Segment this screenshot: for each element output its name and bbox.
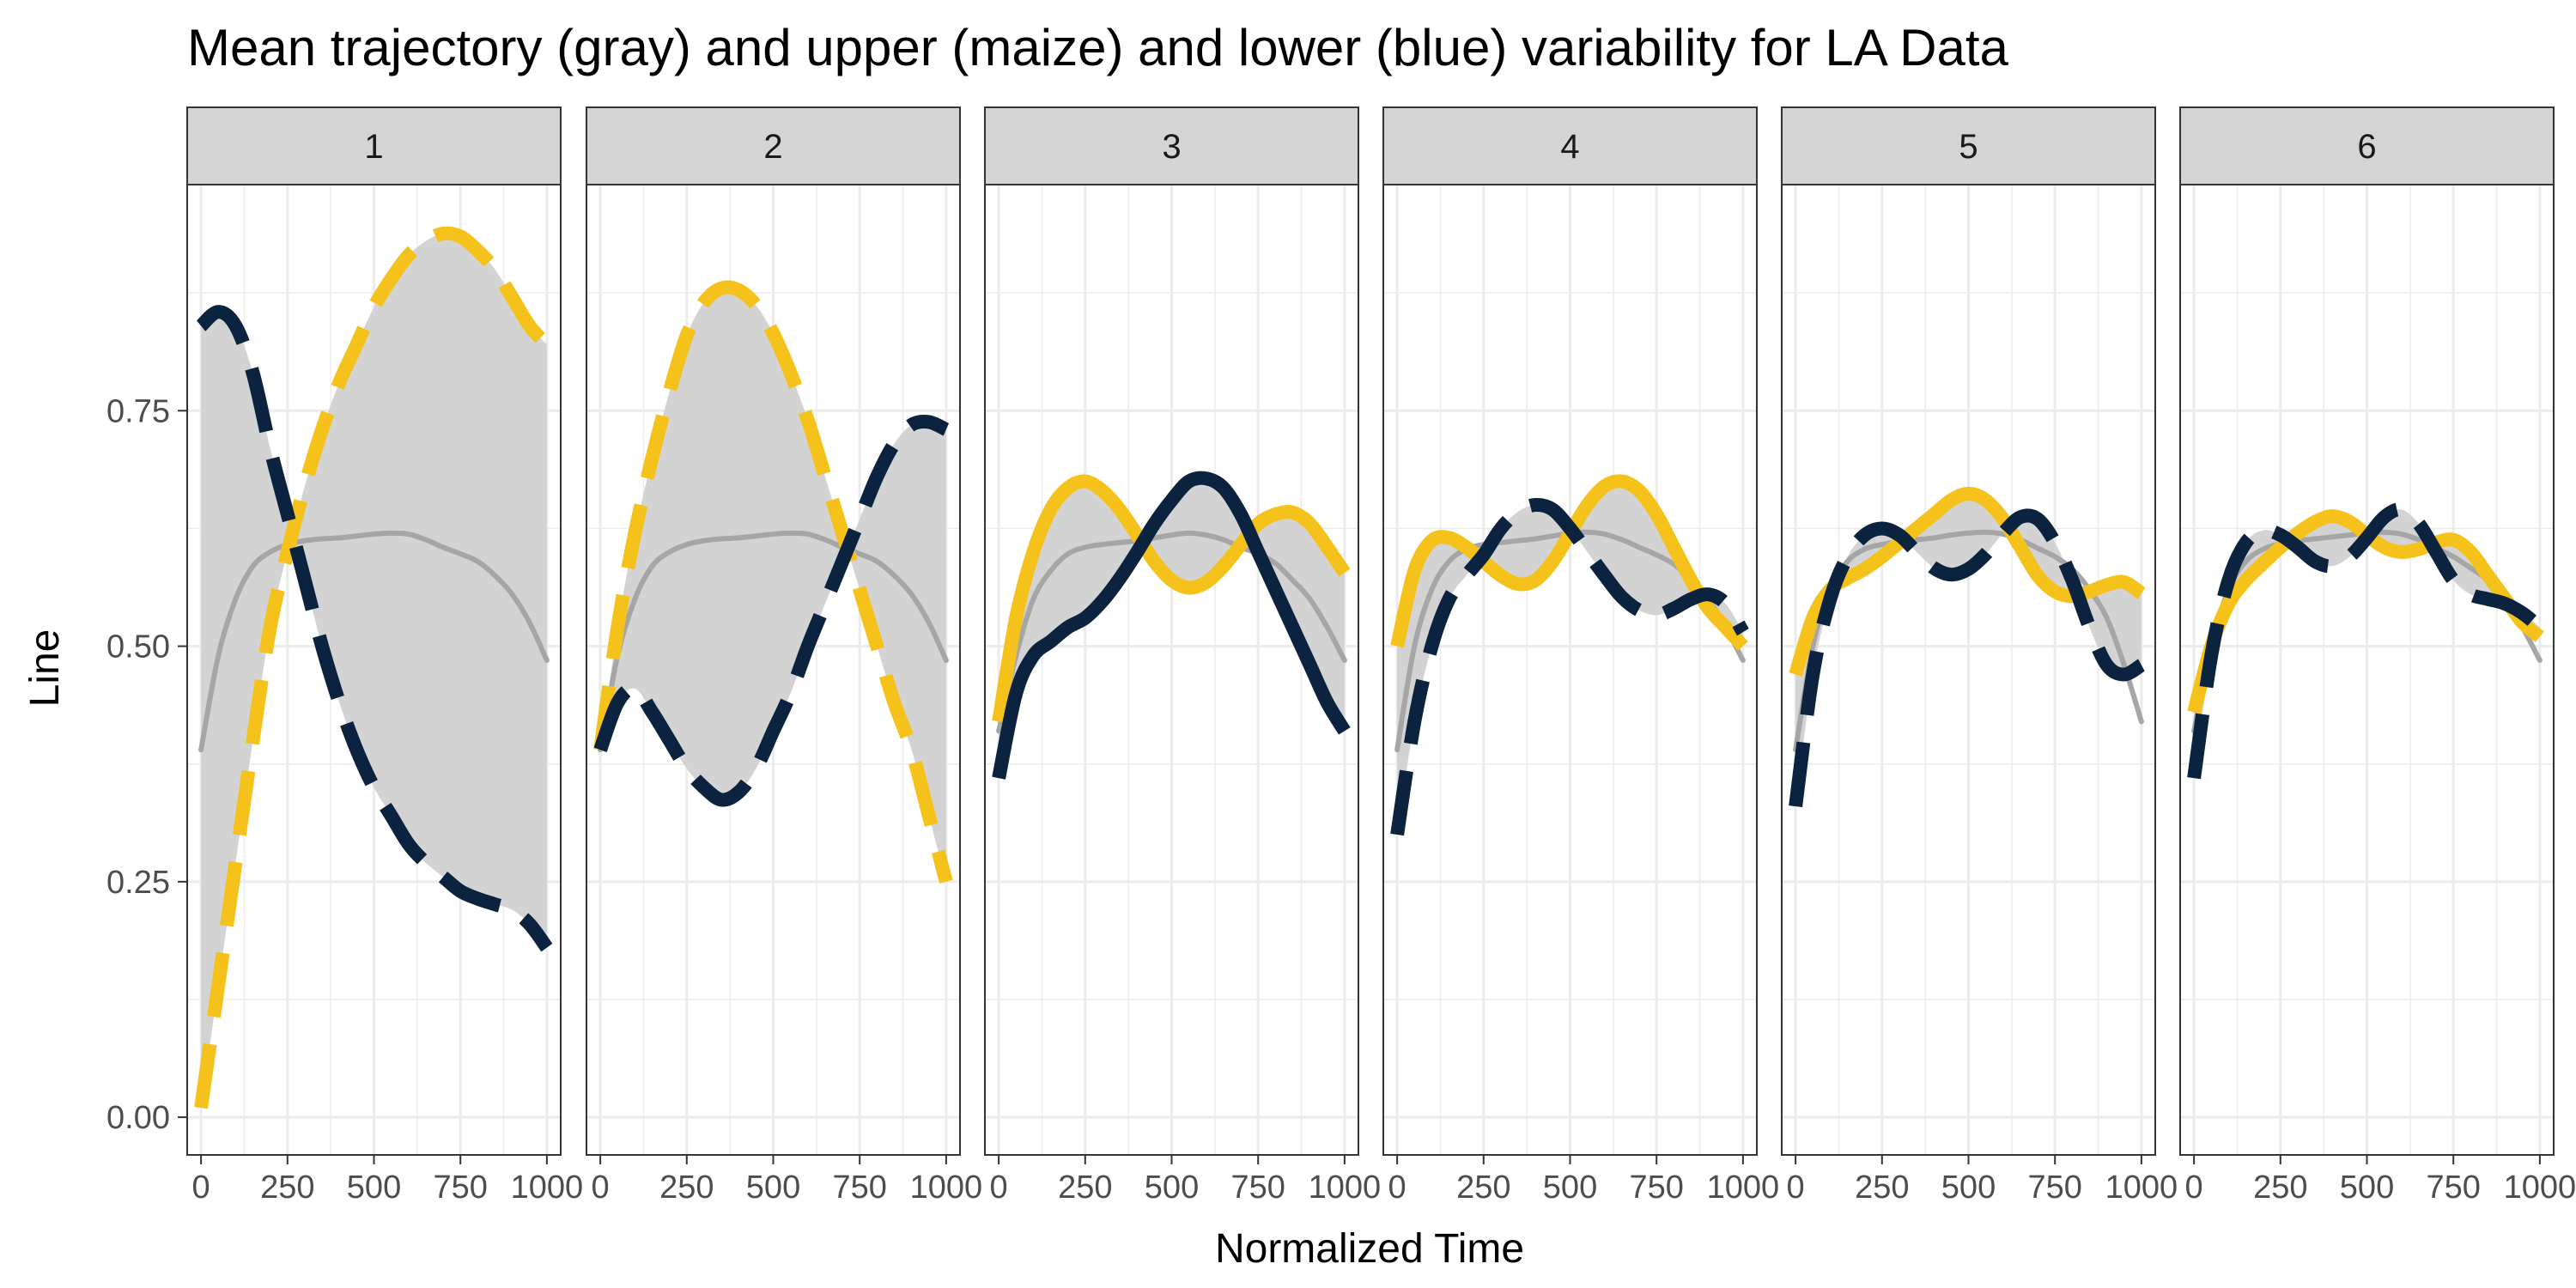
- mean-line: [198, 530, 550, 753]
- y-tick-label: 0.25: [106, 865, 170, 901]
- variability-ribbon: [1397, 481, 1743, 835]
- x-tick-label: 750: [1629, 1170, 1683, 1206]
- facet-strip-label: 2: [763, 128, 782, 166]
- chart-title: Mean trajectory (gray) and upper (maize)…: [187, 19, 2009, 76]
- x-tick-label: 500: [746, 1170, 800, 1206]
- y-axis-title: Line: [22, 629, 68, 708]
- variability-ribbon: [999, 477, 1345, 779]
- facet-panel-2: 2 0 250 500 750 1000: [586, 106, 983, 1206]
- facet-panel-1: 1 0 250 500 750 1000: [186, 106, 584, 1206]
- panel-grid: [2180, 185, 2554, 1155]
- facet-strip: [1781, 106, 2156, 185]
- x-tick-label: 250: [659, 1170, 714, 1206]
- y-tick-label: 0.00: [106, 1100, 170, 1136]
- x-tick-label: 0: [1388, 1170, 1406, 1206]
- x-tick-label: 750: [832, 1170, 886, 1206]
- x-tick-label: 1000: [2504, 1170, 2576, 1206]
- x-tick-label: 1000: [511, 1170, 584, 1206]
- x-tick-label: 750: [1230, 1170, 1285, 1206]
- lower-line: [593, 414, 950, 807]
- x-tick-label: 750: [2027, 1170, 2081, 1206]
- mean-line: [996, 530, 1347, 734]
- facet-panel-5: 5 0 250 500 750 1000: [1781, 106, 2178, 1206]
- x-tick-label: 500: [1543, 1170, 1597, 1206]
- x-tick-label: 500: [347, 1170, 401, 1206]
- x-tick-label: 0: [592, 1170, 610, 1206]
- lower-line: [2187, 502, 2545, 780]
- facet-panel-6: 6 0 250 500 750 1000: [2179, 106, 2576, 1206]
- x-tick-label: 750: [433, 1170, 487, 1206]
- x-axis-ticks: 0 250 500 750 1000: [1787, 1155, 2178, 1206]
- x-tick-label: 500: [2340, 1170, 2394, 1206]
- x-axis-ticks: 0 250 500 750 1000: [592, 1155, 983, 1206]
- facet-strip-label: 4: [1560, 128, 1579, 166]
- x-tick-label: 250: [2253, 1170, 2307, 1206]
- mean-line: [1793, 529, 2144, 753]
- x-axis-ticks: 0 250 500 750 1000: [192, 1155, 584, 1206]
- panel-grid: [1782, 185, 2155, 1155]
- facet-strip: [1382, 106, 1758, 185]
- x-tick-label: 500: [1941, 1170, 1996, 1206]
- panel-data: [2187, 502, 2545, 780]
- panel-data: [194, 226, 553, 1109]
- mean-line: [598, 530, 949, 753]
- x-tick-label: 1000: [1309, 1170, 1382, 1206]
- lower-line: [1789, 508, 2146, 808]
- x-tick-label: 500: [1145, 1170, 1199, 1206]
- upper-line: [593, 280, 953, 884]
- y-tick-label: 0.50: [106, 629, 170, 665]
- lower-line: [992, 471, 1351, 780]
- x-tick-label: 250: [260, 1170, 314, 1206]
- x-axis-ticks: 0 250 500 750 1000: [990, 1155, 1382, 1206]
- x-tick-label: 0: [192, 1170, 210, 1206]
- facet-strip-label: 3: [1162, 128, 1181, 166]
- upper-line: [992, 474, 1351, 723]
- x-tick-label: 0: [990, 1170, 1008, 1206]
- facet-strip: [186, 106, 562, 185]
- x-tick-label: 1000: [1707, 1170, 1780, 1206]
- upper-line: [194, 226, 552, 1109]
- facet-strip: [586, 106, 961, 185]
- facet-strip: [984, 106, 1359, 185]
- facet-strip-label: 1: [364, 128, 383, 166]
- facet-panel-3: 3 0 250 500 750 1000: [984, 106, 1382, 1206]
- y-tick-label: 0.75: [106, 393, 170, 429]
- facet-panel-4: 4 0 250 500 750 1000: [1382, 106, 1780, 1206]
- x-tick-label: 250: [1456, 1170, 1510, 1206]
- x-tick-label: 0: [1787, 1170, 1805, 1206]
- x-axis-title: Normalized Time: [1215, 1226, 1524, 1272]
- panel-data: [593, 280, 953, 884]
- variability-ribbon: [1795, 493, 2142, 807]
- panel-data: [1390, 474, 1749, 836]
- facet-strip-label: 6: [2357, 128, 2376, 166]
- x-tick-label: 0: [2185, 1170, 2203, 1206]
- panel-data: [1789, 486, 2146, 808]
- facet-strip: [2179, 106, 2555, 185]
- lower-line: [1390, 497, 1749, 836]
- x-tick-label: 750: [2426, 1170, 2480, 1206]
- x-tick-label: 1000: [910, 1170, 983, 1206]
- variability-ribbon: [600, 287, 946, 882]
- x-tick-label: 250: [1855, 1170, 1909, 1206]
- y-axis: 0.00 0.25 0.50 0.75: [106, 393, 187, 1136]
- lower-line: [196, 305, 553, 952]
- panel-grid: [1383, 185, 1757, 1155]
- x-axis-ticks: 0 250 500 750 1000: [2185, 1155, 2576, 1206]
- x-tick-label: 1000: [2105, 1170, 2178, 1206]
- panel-data: [992, 471, 1351, 780]
- x-axis-ticks: 0 250 500 750 1000: [1388, 1155, 1780, 1206]
- x-tick-label: 250: [1058, 1170, 1112, 1206]
- facet-strip-label: 5: [1959, 128, 1978, 166]
